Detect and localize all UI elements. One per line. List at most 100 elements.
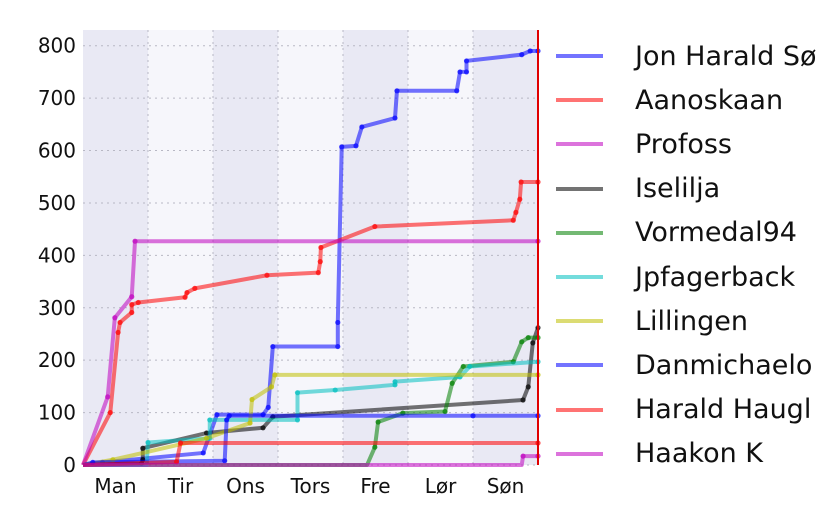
data-point [203, 435, 210, 441]
series-line [83, 454, 538, 467]
data-point [272, 372, 278, 378]
legend-label: Lillingen [635, 305, 749, 337]
data-point [207, 417, 213, 423]
data-point [525, 335, 531, 341]
data-point [294, 390, 301, 396]
y-axis-ticks: 0 100 200 300 400 500 600 700 800 [38, 34, 76, 477]
data-point [115, 329, 121, 336]
day-bands [83, 30, 538, 465]
legend-label: Profoss [635, 128, 732, 160]
data-point [107, 409, 113, 416]
data-point [335, 343, 341, 350]
data-point [222, 458, 228, 464]
data-point [317, 259, 323, 265]
y-tick-label: 400 [38, 243, 76, 267]
grid-lines [83, 30, 538, 466]
data-point [129, 294, 135, 300]
day-band [83, 30, 148, 465]
data-point [442, 408, 448, 415]
data-point [375, 419, 381, 425]
legend-swatch [556, 186, 603, 191]
data-point [318, 244, 324, 251]
data-point [260, 425, 266, 431]
data-point [140, 445, 146, 451]
data-point [129, 309, 135, 316]
legend-item: Lillingen [556, 299, 817, 343]
data-point [135, 299, 141, 306]
data-point [525, 384, 531, 390]
legend-item: Danmichaelo [556, 343, 817, 387]
data-point [226, 413, 232, 419]
legend-swatch [556, 230, 603, 235]
data-point [268, 384, 275, 390]
data-point [467, 363, 473, 370]
x-tick-label: Tors [290, 474, 331, 498]
data-point [394, 88, 400, 94]
y-tick-label: 800 [38, 34, 76, 58]
x-tick-label: Lør [425, 474, 457, 498]
legend-swatch [556, 319, 603, 324]
legend-label: Jpfagerback [635, 261, 796, 293]
data-point [112, 315, 118, 321]
legend-label: Vormedal94 [635, 217, 797, 249]
data-point [510, 217, 516, 223]
data-point [463, 58, 470, 64]
y-tick-label: 600 [38, 139, 76, 163]
data-point [372, 223, 378, 230]
data-point [518, 179, 524, 185]
data-point [247, 420, 253, 426]
x-tick-label: Tir [167, 474, 194, 498]
legend-item: Jon Harald Sø [556, 34, 817, 78]
data-point [520, 453, 526, 459]
legend-item: Aanoskaan [556, 78, 817, 122]
data-point [470, 413, 476, 419]
y-tick-label: 0 [63, 453, 76, 477]
x-tick-label: Fre [360, 474, 390, 498]
legend-item: Haakon K [556, 432, 817, 476]
y-tick-label: 300 [38, 296, 76, 320]
legend-swatch [556, 451, 603, 456]
data-point [517, 196, 523, 202]
legend-swatch [556, 275, 603, 280]
data-point [527, 48, 533, 54]
data-point [519, 339, 525, 345]
data-point [117, 319, 123, 326]
data-point [449, 380, 455, 386]
data-point [457, 69, 463, 75]
data-point [184, 289, 190, 296]
day-band [408, 30, 473, 465]
data-point [520, 397, 526, 403]
data-point [265, 404, 271, 410]
series-vormedal94 [83, 335, 541, 467]
legend-swatch [556, 363, 603, 368]
legend-item: Profoss [556, 122, 817, 166]
data-point [249, 396, 255, 403]
data-point [519, 52, 525, 58]
x-tick-label: Ons [226, 474, 265, 498]
legend-label: Harald Haugl [635, 394, 812, 426]
data-point [224, 417, 230, 423]
data-point [454, 88, 460, 94]
data-point [129, 302, 135, 308]
data-point [392, 379, 398, 385]
legend-item: Harald Haugl [556, 388, 817, 432]
legend-label: Danmichaelo [635, 349, 813, 381]
data-point [132, 238, 138, 244]
series-lines [81, 48, 541, 467]
legend-label: Haakon K [635, 438, 763, 470]
data-point [145, 439, 151, 446]
data-point [463, 69, 470, 75]
data-point [182, 294, 188, 300]
legend-swatch [556, 54, 603, 59]
data-point [372, 444, 378, 450]
y-tick-label: 100 [38, 401, 76, 425]
legend-swatch [556, 407, 603, 412]
legend-label: Iselilja [635, 173, 721, 205]
series-aanoskaan [81, 179, 541, 466]
data-point [359, 124, 365, 130]
legend: Jon Harald Sø Aanoskaan Profoss Iselilja Vor… [556, 34, 817, 476]
data-point [392, 115, 398, 121]
data-point [353, 143, 359, 149]
data-point [315, 270, 321, 276]
